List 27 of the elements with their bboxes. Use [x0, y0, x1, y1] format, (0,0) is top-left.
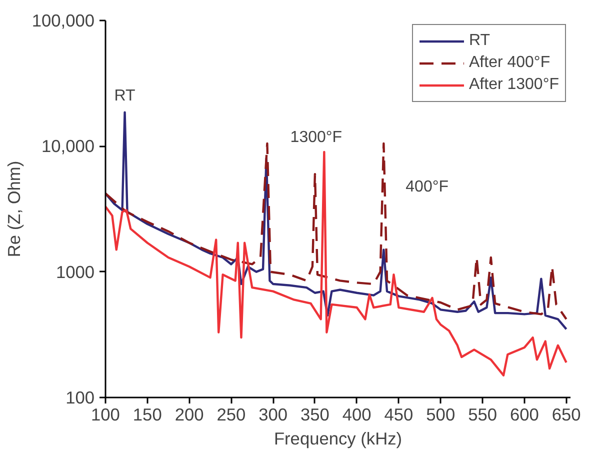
x-tick-label: 600	[510, 404, 539, 424]
x-tick-label: 150	[132, 404, 162, 424]
annotation: RT	[114, 87, 136, 104]
line-series	[106, 142, 568, 320]
legend-label: After 400°F	[469, 54, 550, 72]
x-tick-label: 500	[426, 404, 456, 424]
y-axis-title: Re (Z, Ohm)	[4, 160, 24, 258]
x-axis-title: Frequency (kHz)	[274, 428, 402, 448]
y-tick-label: 100	[66, 388, 95, 408]
x-tick-label: 250	[216, 404, 246, 424]
line-series	[106, 150, 568, 376]
x-tick-label: 550	[468, 404, 497, 424]
x-tick-label: 350	[300, 404, 330, 424]
x-tick-label: 650	[552, 404, 581, 424]
x-tick-label: 100	[91, 404, 120, 424]
x-tick-label: 400	[342, 404, 372, 424]
y-tick-label: 10,000	[42, 136, 94, 156]
y-tick-label: 1000	[56, 262, 95, 282]
legend-label: After 1300°F	[469, 76, 559, 94]
legend-label: RT	[469, 32, 490, 50]
x-tick-label: 450	[384, 404, 414, 424]
x-tick-label: 300	[258, 404, 288, 424]
annotation: 400°F	[406, 178, 449, 196]
annotation: 1300°F	[290, 128, 342, 146]
y-tick-label: 100,000	[32, 10, 95, 30]
x-tick-label: 200	[174, 404, 204, 424]
line-series	[106, 111, 568, 330]
